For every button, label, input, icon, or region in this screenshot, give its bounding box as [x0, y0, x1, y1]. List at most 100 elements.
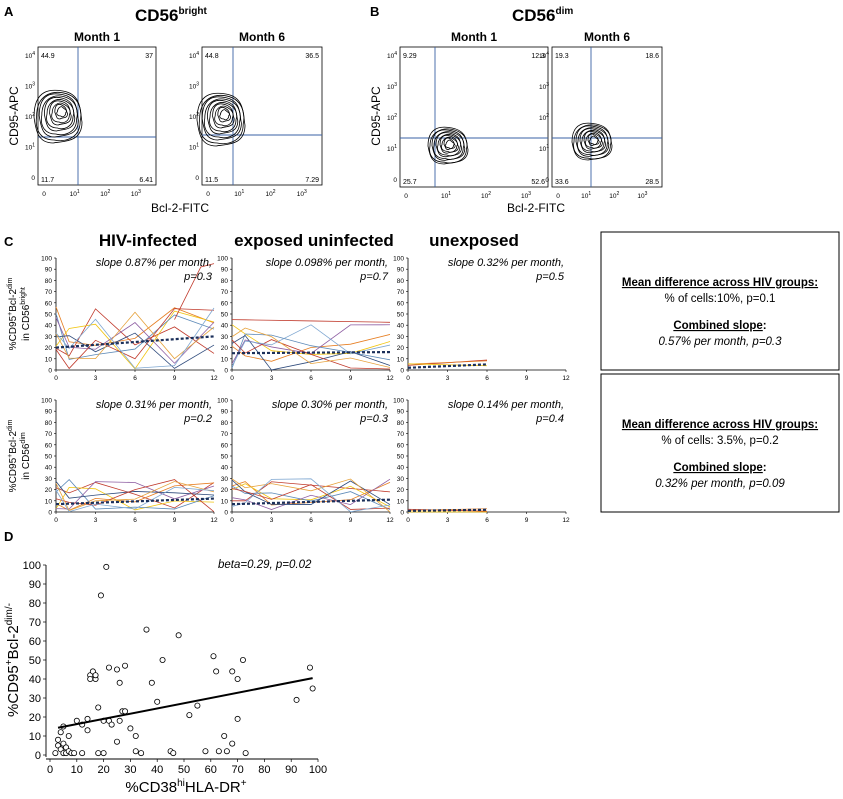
scatter-point	[229, 740, 236, 747]
y-tick-label: 60	[397, 300, 405, 307]
x-tick-label: 3	[270, 517, 274, 524]
y-tick-label: 80	[45, 278, 53, 285]
scatter-point	[92, 672, 99, 679]
x-tick-label: 3	[94, 375, 98, 382]
scatter-x-tick-label: 20	[97, 764, 109, 776]
y-tick-label: 100	[217, 398, 228, 405]
y-tick-label: 90	[45, 409, 53, 416]
flow-x-tick: 102	[265, 189, 275, 198]
scatter-point	[116, 679, 123, 686]
x-tick-label: 6	[133, 517, 137, 524]
y-tick-label: 10	[221, 356, 229, 363]
flow-x-tick: 102	[481, 191, 491, 200]
y-tick-label: 80	[221, 420, 229, 427]
x-tick-label: 0	[54, 375, 58, 382]
panel-c-col-title: exposed uninfected	[234, 231, 394, 250]
scatter-point	[194, 702, 201, 709]
panel-c-row-ylabel-2: in CD56dim	[20, 432, 32, 480]
flow-x-tick: 101	[70, 189, 80, 198]
x-tick-label: 3	[446, 375, 450, 382]
quadrant-ul: 19.3	[555, 53, 569, 60]
y-tick-label: 60	[221, 300, 229, 307]
x-tick-label: 6	[309, 517, 313, 524]
y-tick-label: 90	[45, 267, 53, 274]
contour-line	[38, 93, 79, 138]
summary-box-frame	[600, 373, 840, 513]
flow-y-tick: 0	[195, 175, 199, 182]
flow-y-tick: 102	[189, 112, 199, 121]
quadrant-ul: 44.9	[41, 53, 55, 60]
flow-y-tick: 102	[539, 113, 549, 122]
panel-a-ylabel: CD95-APC	[7, 86, 21, 146]
subject-line	[55, 479, 215, 513]
quadrant-ur: 36.5	[305, 53, 319, 60]
subject-line	[55, 332, 215, 369]
subject-line	[55, 481, 215, 499]
scatter-x-tick-label: 80	[258, 764, 270, 776]
y-tick-label: 40	[221, 323, 229, 330]
summary-heading2: Combined slope:	[673, 320, 766, 332]
contour-line	[212, 103, 235, 129]
flow-y-tick: 101	[189, 143, 199, 152]
scatter-y-tick-label: 30	[29, 693, 41, 705]
y-tick-label: 0	[48, 368, 52, 375]
x-tick-label: 9	[173, 517, 177, 524]
y-tick-label: 80	[221, 278, 229, 285]
contour-line	[214, 105, 234, 127]
x-tick-label: 6	[485, 375, 489, 382]
slope-text-line2: p=0.4	[535, 413, 564, 425]
flow-x-tick: 0	[404, 193, 408, 200]
contour-line	[201, 96, 242, 141]
subject-line	[231, 333, 391, 369]
flow-x-tick: 0	[556, 193, 560, 200]
x-tick-label: 6	[485, 517, 489, 524]
slope-text-line2: p=0.3	[183, 271, 213, 283]
flow-x-tick: 103	[521, 191, 531, 200]
scatter-point	[210, 653, 217, 660]
x-tick-label: 9	[525, 375, 529, 382]
slope-text-line2: p=0.3	[359, 413, 389, 425]
flow-plot-panelA-2: Month 6 44.8 36.5 11.5 7.29 0 101 102 103 104 0 101…	[189, 30, 323, 198]
panel-label-b: B	[370, 4, 379, 19]
quadrant-ur: 18.6	[645, 53, 659, 60]
summary-box-1: Mean difference across HIV groups: % of c…	[600, 231, 840, 371]
panel-c-col-title: HIV-infected	[99, 231, 197, 250]
contour-line	[441, 136, 458, 153]
scatter-point	[138, 750, 145, 757]
scatter-point	[234, 715, 241, 722]
summary-heading: Mean difference across HIV groups:	[622, 419, 818, 431]
scatter-point	[148, 679, 155, 686]
scatter-x-tick-label: 50	[178, 764, 190, 776]
contour-line	[571, 122, 613, 161]
y-tick-label: 40	[45, 323, 53, 330]
y-tick-label: 0	[224, 368, 228, 375]
subject-line	[231, 485, 391, 510]
flow-x-tick: 0	[206, 191, 210, 198]
summary-line1: % of cells: 3.5%, p=0.2	[661, 435, 778, 447]
quadrant-lr: 28.5	[645, 179, 659, 186]
scatter-point	[114, 738, 121, 745]
panel-label-c: C	[4, 234, 14, 249]
flow-plot-frame	[37, 46, 157, 186]
contour-line	[40, 95, 78, 136]
x-tick-label: 3	[270, 375, 274, 382]
y-tick-label: 50	[397, 312, 405, 319]
scatter-y-tick-label: 70	[29, 617, 41, 629]
trend-line	[55, 335, 215, 349]
scatter-point	[215, 748, 222, 755]
flow-x-tick: 103	[131, 189, 141, 198]
y-tick-label: 10	[45, 498, 53, 505]
subject-line	[231, 481, 391, 506]
flow-x-tick: 103	[637, 191, 647, 200]
slope-text-line1: slope 0.098% per month,	[266, 257, 388, 269]
scatter-x-tick-label: 10	[71, 764, 83, 776]
quadrant-lr: 6.41	[139, 177, 153, 184]
y-tick-label: 0	[400, 510, 404, 517]
flow-x-tick: 101	[234, 189, 244, 198]
scatter-point	[170, 750, 177, 757]
trend-line	[55, 497, 215, 506]
flow-plot-title: Month 6	[239, 30, 285, 44]
scatter-point	[154, 698, 161, 705]
flow-plot-panelB-2: Month 6 19.3 18.6 33.6 28.5 0 101 102 103 104 0 101…	[539, 30, 663, 200]
